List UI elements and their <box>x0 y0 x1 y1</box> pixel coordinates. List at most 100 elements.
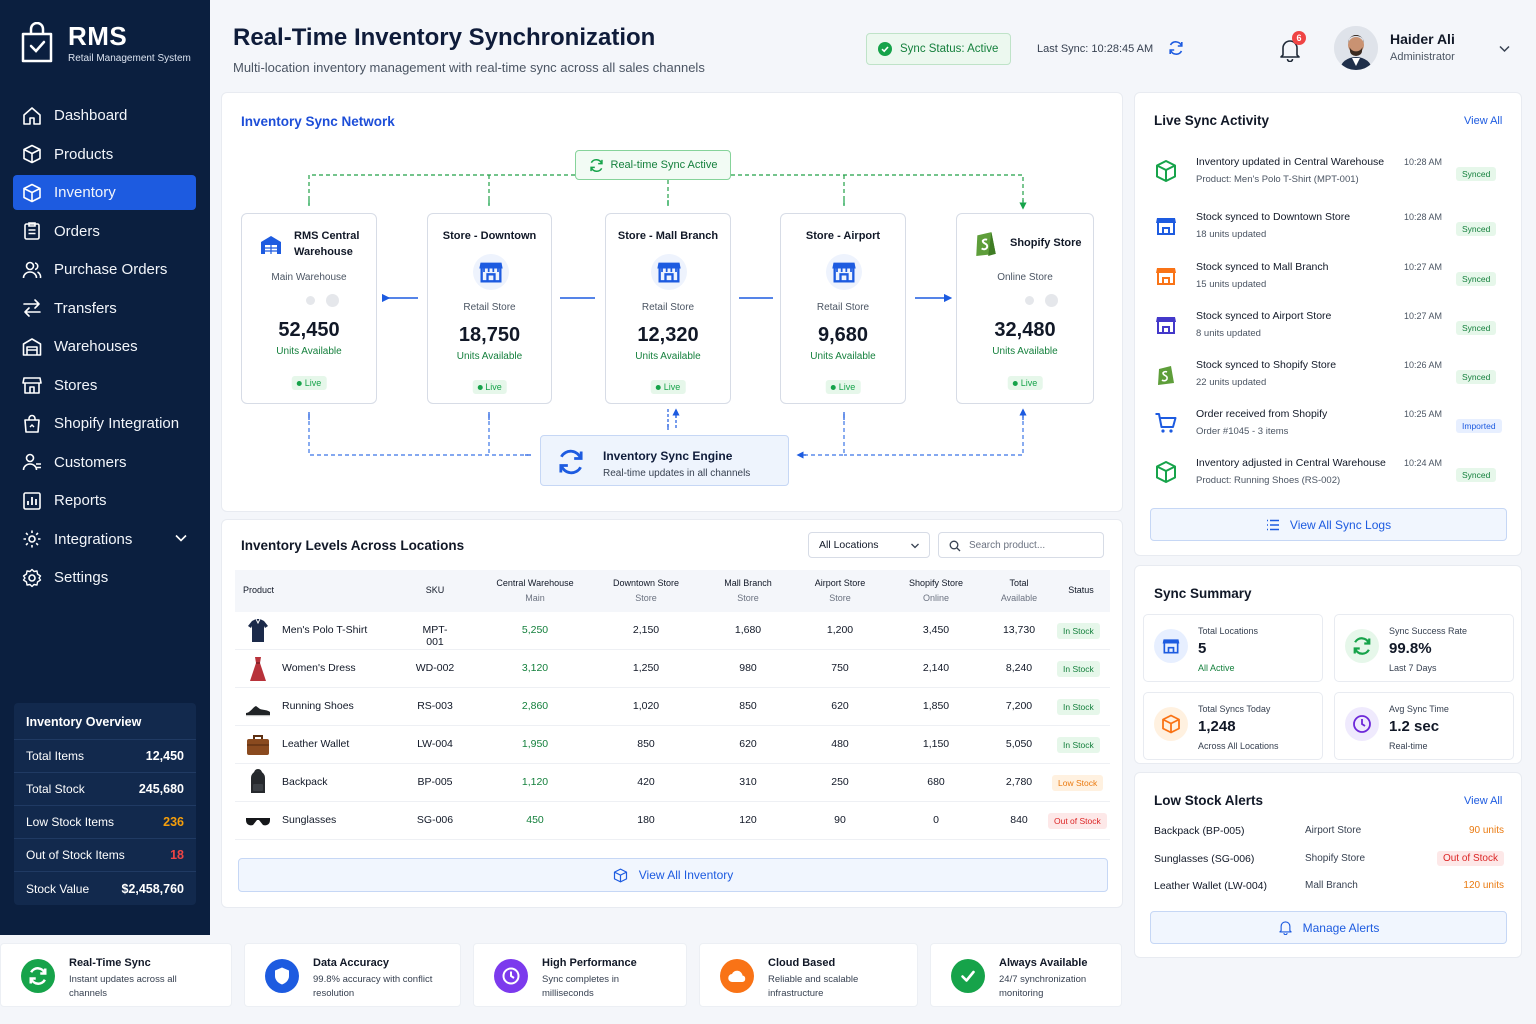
summary-sub: Real-time <box>1389 741 1428 751</box>
activity-time: 10:27 AM <box>1404 262 1443 272</box>
cell-sh: 2,140 <box>922 662 950 674</box>
feature-always-available: Always Available 24/7 synchronization mo… <box>930 943 1122 1007</box>
header-sublabel: Store <box>829 593 851 603</box>
table-header: Product SKU Central Warehouse Main Downto… <box>235 570 1110 612</box>
avatar[interactable] <box>1334 26 1378 70</box>
sidebar-item-customers[interactable]: Customers <box>13 445 196 480</box>
refresh-icon[interactable] <box>1168 40 1184 56</box>
view-all-sync-logs-button[interactable]: View All Sync Logs <box>1150 508 1507 541</box>
table-row[interactable]: Women's Dress WD-002 3,120 1,250 980 750 2,140… <box>235 650 1110 688</box>
alerts-view-all-link[interactable]: View All <box>1464 795 1503 807</box>
sidebar-item-products[interactable]: Products <box>13 137 196 172</box>
activity-status-badge: Synced <box>1456 321 1497 335</box>
sidebar-item-label: Transfers <box>54 299 117 317</box>
inventory-sync-engine[interactable]: Inventory Sync Engine Real-time updates … <box>540 435 789 486</box>
user-avatar-icon <box>1334 26 1378 70</box>
brand[interactable]: RMS Retail Management System <box>20 22 191 64</box>
cell-mb: 620 <box>739 738 757 750</box>
chevron-down-icon[interactable] <box>174 531 188 545</box>
location-node-downtown[interactable]: Store - Downtown Retail Store 18,750 Uni… <box>427 213 552 404</box>
col-central-warehouse: Central Warehouse Main <box>485 576 585 606</box>
check-icon <box>961 970 975 982</box>
activity-item[interactable]: Order received from Shopify Order #1045 -… <box>1154 408 1504 448</box>
brand-subtitle: Retail Management System <box>68 53 191 64</box>
activity-time: 10:27 AM <box>1404 311 1443 321</box>
upload-icon <box>326 294 339 307</box>
location-units: 9,680 <box>817 324 869 346</box>
activity-title: Stock synced to Airport Store <box>1196 310 1332 322</box>
shopping-bag-logo-icon <box>21 22 53 63</box>
table-row[interactable]: Leather Wallet LW-004 1,950 850 620 480 1,150 5… <box>235 726 1110 764</box>
alert-quantity: 120 units <box>1463 880 1504 891</box>
sidebar-item-label: Dashboard <box>54 107 128 124</box>
location-filter-select[interactable]: All Locations <box>808 532 930 558</box>
feature-icon-tile <box>494 959 528 993</box>
activity-item[interactable]: Stock synced to Downtown Store 18 units u… <box>1154 211 1504 251</box>
header-sublabel: Store <box>635 593 657 603</box>
sidebar-item-shopify-integration[interactable]: Shopify Integration <box>13 406 196 441</box>
manage-alerts-button[interactable]: Manage Alerts <box>1150 911 1507 944</box>
cell-dt: 1,020 <box>632 700 660 712</box>
sidebar-item-orders[interactable]: Orders <box>13 214 196 249</box>
view-all-inventory-button[interactable]: View All Inventory <box>238 858 1108 892</box>
header-label: Central Warehouse <box>496 578 574 588</box>
sidebar-item-transfers[interactable]: Transfers <box>13 291 196 326</box>
table-row[interactable]: Men's Polo T-Shirt MPT-001 5,250 2,150 1,680… <box>235 612 1110 650</box>
activity-item[interactable]: Stock synced to Airport Store 8 units upd… <box>1154 310 1504 350</box>
feature-icon-tile <box>720 959 754 993</box>
cell-sku: RS-003 <box>417 700 453 712</box>
sidebar-item-reports[interactable]: Reports <box>13 483 196 518</box>
summary-value: 1,248 <box>1198 718 1236 735</box>
feature-title: Cloud Based <box>768 957 836 969</box>
cell-total: 840 <box>1010 814 1028 826</box>
store-icon <box>479 262 503 283</box>
gear-icon <box>22 568 42 587</box>
location-node-mall-branch[interactable]: Store - Mall Branch Retail Store 12,320 … <box>605 213 731 404</box>
cell-sh: 1,150 <box>922 738 950 750</box>
sidebar-item-dashboard[interactable]: Dashboard <box>13 98 196 133</box>
activity-item[interactable]: Inventory updated in Central Warehouse Pr… <box>1154 156 1504 196</box>
chevron-down-icon[interactable] <box>1498 42 1511 55</box>
cell-sku: WD-002 <box>415 662 455 674</box>
sidebar-item-stores[interactable]: Stores <box>13 368 196 403</box>
product-search-input[interactable]: Search product... <box>938 532 1104 558</box>
sidebar-item-integrations[interactable]: Integrations <box>13 522 196 557</box>
location-node-airport[interactable]: Store - Airport Retail Store 9,680 Units… <box>780 213 906 404</box>
alert-row[interactable]: Leather Wallet (LW-004) Mall Branch 120 un… <box>1154 880 1504 900</box>
sync-icon <box>1353 637 1371 655</box>
alert-row[interactable]: Backpack (BP-005) Airport Store 90 units <box>1154 825 1504 845</box>
product-name: Backpack <box>282 776 328 788</box>
alert-quantity: Out of Stock <box>1436 850 1504 866</box>
activity-view-all-link[interactable]: View All <box>1464 115 1503 127</box>
activity-subtitle: Product: Running Shoes (RS-002) <box>1196 475 1341 486</box>
table-row[interactable]: Backpack BP-005 1,120 420 310 250 680 2,780 Low … <box>235 764 1110 802</box>
activity-status-badge: Synced <box>1456 167 1497 181</box>
sidebar-item-purchase-orders[interactable]: Purchase Orders <box>13 252 196 287</box>
cell-mb: 850 <box>739 700 757 712</box>
shopping-bag-icon <box>24 414 40 433</box>
activity-item[interactable]: Stock synced to Shopify Store 22 units up… <box>1154 359 1504 399</box>
view-all-inventory-label: View All Inventory <box>638 868 734 882</box>
sidebar-item-warehouses[interactable]: Warehouses <box>13 329 196 364</box>
location-units-label: Units Available <box>992 346 1058 357</box>
activity-item[interactable]: Stock synced to Mall Branch 15 units upda… <box>1154 261 1504 301</box>
cell-sku: BP-005 <box>417 776 453 788</box>
sidebar-item-inventory[interactable]: Inventory <box>13 175 196 210</box>
alert-location: Airport Store <box>1305 825 1362 836</box>
cell-mb: 120 <box>739 814 757 826</box>
table-row[interactable]: Running Shoes RS-003 2,860 1,020 850 620 1,850… <box>235 688 1110 726</box>
location-node-shopify[interactable]: Shopify Store Online Store 32,480 Units … <box>956 213 1094 404</box>
summary-avg-sync-time: Avg Sync Time 1.2 sec Real-time <box>1334 692 1514 760</box>
col-downtown-store: Downtown Store Store <box>596 576 696 606</box>
table-row[interactable]: Sunglasses SG-006 450 180 120 90 0 840 Out of St… <box>235 802 1110 840</box>
activity-status-badge: Imported <box>1456 419 1502 433</box>
activity-item[interactable]: Inventory adjusted in Central Warehouse P… <box>1154 457 1504 497</box>
cell-ap: 250 <box>831 776 849 788</box>
sidebar-item-settings[interactable]: Settings <box>13 560 196 595</box>
cell-mb: 980 <box>739 662 757 674</box>
feature-subtitle: Reliable and scalable infrastructure <box>768 974 859 999</box>
cell-ap: 90 <box>834 814 846 826</box>
location-node-central-warehouse[interactable]: RMS Central Warehouse Main Warehouse 52,… <box>241 213 377 404</box>
activity-title: Inventory updated in Central Warehouse <box>1196 156 1385 168</box>
alert-row[interactable]: Sunglasses (SG-006) Shopify Store Out of S… <box>1154 850 1504 873</box>
